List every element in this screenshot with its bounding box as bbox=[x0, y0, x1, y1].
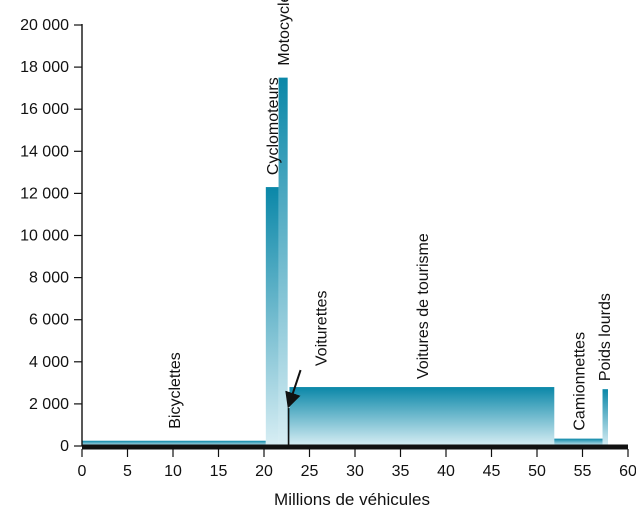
y-tick-label: 8 000 bbox=[29, 270, 69, 287]
x-tick-label: 15 bbox=[210, 463, 228, 480]
y-tick-label: 18 000 bbox=[20, 59, 69, 76]
y-tick-label: 10 000 bbox=[20, 228, 69, 245]
voiturettes-arrow bbox=[285, 369, 302, 409]
bars-layer bbox=[82, 77, 608, 447]
x-tick-label: 60 bbox=[619, 463, 636, 480]
y-tick-label: 12 000 bbox=[20, 185, 69, 202]
bar-voitures-de-tourisme bbox=[289, 387, 555, 446]
x-tick-label: 40 bbox=[437, 463, 455, 480]
bar-camionnettes bbox=[554, 438, 603, 446]
y-tick-label: 6 000 bbox=[29, 312, 69, 329]
x-tick-label: 50 bbox=[528, 463, 546, 480]
y-tick-label: 16 000 bbox=[20, 101, 69, 118]
x-tick-label: 5 bbox=[123, 463, 132, 480]
category-labels-layer: Bicyclettes Cyclomoteurs Motocyclettes Voit… bbox=[167, 0, 614, 446]
label-voitures-de-tourisme: Voitures de tourisme bbox=[415, 233, 432, 379]
x-tick-label: 30 bbox=[346, 463, 364, 480]
bar-cyclomoteurs bbox=[265, 187, 279, 446]
label-bicyclettes: Bicyclettes bbox=[167, 352, 184, 428]
x-tick-label: 10 bbox=[164, 463, 182, 480]
label-cyclomoteurs: Cyclomoteurs bbox=[265, 77, 282, 175]
y-tick-label: 20 000 bbox=[20, 17, 69, 34]
label-camionnettes: Camionnettes bbox=[571, 332, 588, 431]
bar-motocyclettes bbox=[278, 77, 288, 447]
bar-bicyclettes bbox=[82, 440, 266, 446]
label-motocyclettes: Motocyclettes bbox=[276, 0, 293, 66]
x-tick-label: 45 bbox=[483, 463, 501, 480]
x-tick-label: 55 bbox=[574, 463, 592, 480]
y-tick-label: 4 000 bbox=[29, 354, 69, 371]
y-tick-label: 14 000 bbox=[20, 143, 69, 160]
label-poids-lourds: Poids lourds bbox=[597, 293, 614, 381]
x-tick-label: 25 bbox=[301, 463, 319, 480]
x-axis-title: Millions de véhicules bbox=[274, 490, 430, 509]
bar-poids-lourds bbox=[602, 389, 608, 446]
x-tick-label: 0 bbox=[78, 463, 87, 480]
x-tick-label: 35 bbox=[392, 463, 410, 480]
y-tick-label: 2 000 bbox=[29, 396, 69, 413]
axes-layer: 0 2 000 4 000 6 000 8 000 10 000 12 000 14 000 1… bbox=[20, 17, 636, 480]
y-tick-label: 0 bbox=[60, 438, 69, 455]
label-voiturettes: Voiturettes bbox=[314, 291, 331, 367]
x-tick-label: 20 bbox=[255, 463, 273, 480]
